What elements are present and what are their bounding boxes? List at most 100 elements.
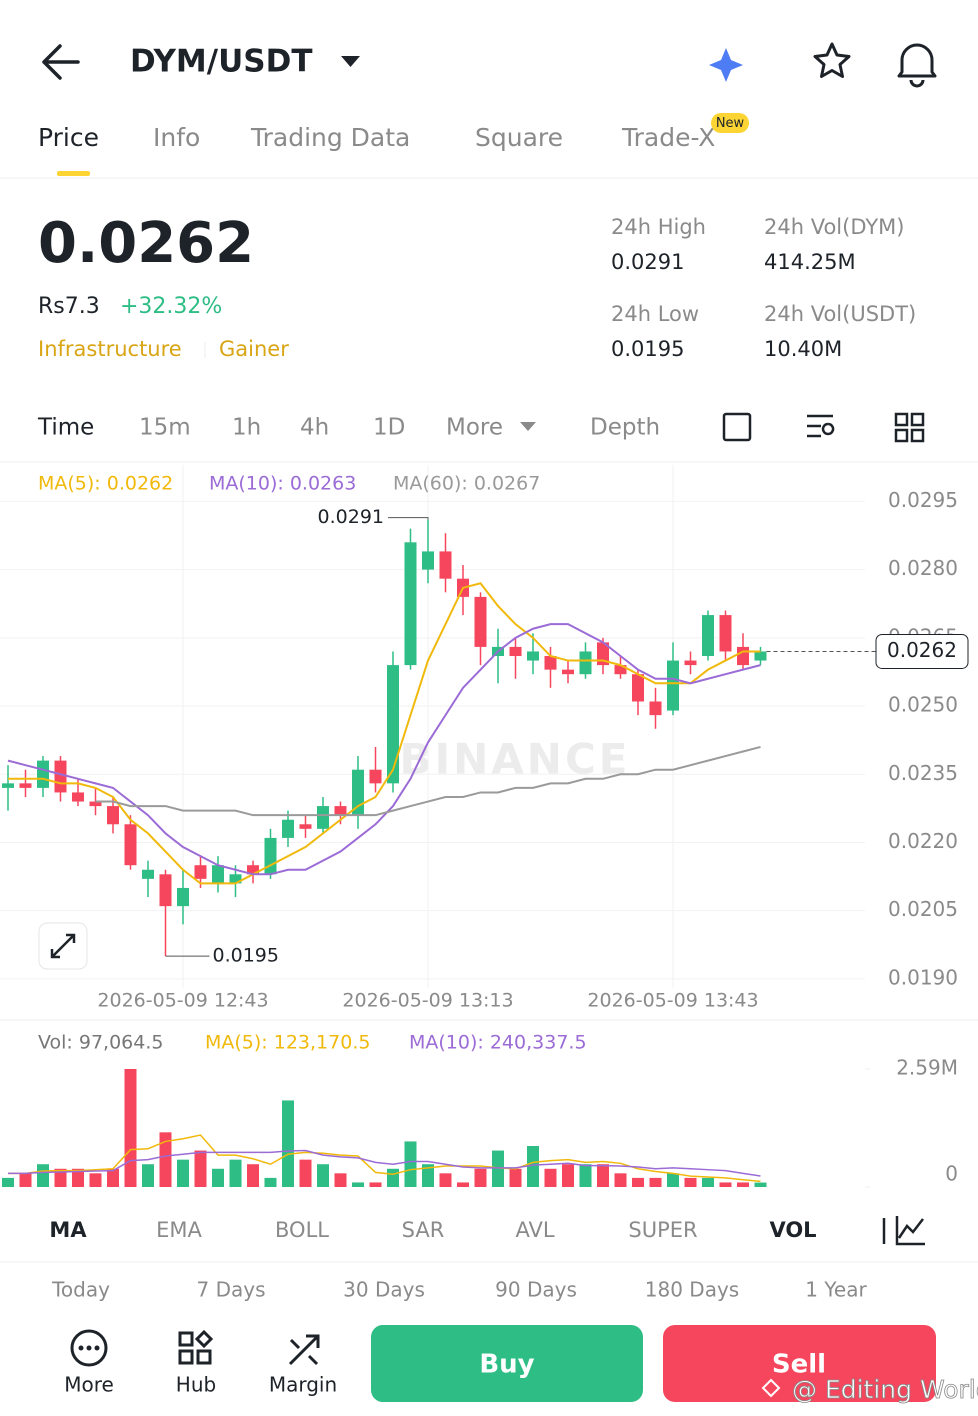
interval[interactable]: 4h xyxy=(300,415,329,441)
stat-value: 10.40M xyxy=(764,337,842,361)
volume-bar xyxy=(527,1145,539,1187)
volume-bar xyxy=(229,1159,242,1187)
period[interactable]: 180 Days xyxy=(645,1278,739,1302)
candle-body xyxy=(544,656,557,670)
fullscreen-icon[interactable] xyxy=(722,412,752,442)
volume-bar xyxy=(702,1177,714,1187)
ma-line xyxy=(95,745,761,817)
volume-bar xyxy=(387,1168,399,1187)
ma-line xyxy=(7,623,761,876)
candle-body xyxy=(684,660,697,666)
y-tick-label: 0.0295 xyxy=(888,488,958,512)
favorite-icon[interactable] xyxy=(813,42,851,78)
chart-tools xyxy=(722,412,925,443)
volume-bar xyxy=(264,1177,277,1187)
hub-icon[interactable] xyxy=(178,1329,214,1365)
tag[interactable]: Gainer xyxy=(219,337,289,361)
candle-body xyxy=(632,674,644,702)
x-tick-label: 2026-05-09 13:43 xyxy=(587,990,758,1012)
candle-body xyxy=(282,819,294,838)
candle-body xyxy=(89,801,102,807)
candle-body xyxy=(107,806,119,825)
more-icon[interactable] xyxy=(70,1329,108,1367)
period[interactable]: 30 Days xyxy=(343,1278,425,1302)
volume-bar xyxy=(194,1150,207,1187)
pair-dropdown[interactable] xyxy=(341,56,360,67)
alert-icon[interactable] xyxy=(897,43,937,88)
tab[interactable]: Trade-X xyxy=(621,123,715,152)
y-tick-label: 0.0235 xyxy=(888,761,958,785)
y-tick-label: 0 xyxy=(945,1162,958,1186)
indicator[interactable]: VOL xyxy=(769,1218,816,1242)
candle-body xyxy=(737,646,749,666)
indicator[interactable]: MA xyxy=(49,1218,87,1242)
ma-line xyxy=(8,1134,761,1183)
period[interactable]: 1 Year xyxy=(805,1278,867,1302)
interval[interactable]: 1D xyxy=(373,415,405,441)
indicator[interactable]: SAR xyxy=(402,1218,445,1242)
sell-label[interactable]: Sell xyxy=(772,1350,826,1380)
indicator-settings[interactable] xyxy=(882,1216,925,1246)
high-marker xyxy=(388,517,429,520)
tab[interactable]: Square xyxy=(475,123,563,152)
candle-body xyxy=(334,806,347,816)
layout-icon[interactable] xyxy=(894,412,925,443)
interval[interactable]: 15m xyxy=(139,415,191,441)
kline-chart: 0.02950.02800.02650.02500.02350.02200.02… xyxy=(0,465,969,1188)
sell-button[interactable] xyxy=(663,1325,936,1402)
candle-body xyxy=(719,615,732,652)
low-label: 0.0195 xyxy=(213,945,279,967)
volume-bar xyxy=(317,1164,329,1187)
indicator[interactable]: SUPER xyxy=(628,1218,697,1242)
settings-icon[interactable] xyxy=(807,414,835,438)
more-dropdown[interactable] xyxy=(520,422,536,431)
candle-body xyxy=(702,615,714,657)
tag[interactable]: Infrastructure xyxy=(38,337,182,361)
volume-bar xyxy=(737,1182,749,1187)
buy-button[interactable] xyxy=(371,1325,643,1402)
ai-icon[interactable] xyxy=(709,48,743,82)
volume-bar xyxy=(334,1173,347,1187)
volume-bar xyxy=(124,1069,137,1187)
interval[interactable]: 1h xyxy=(232,415,261,441)
volume-bar xyxy=(719,1182,732,1187)
action-label[interactable]: Hub xyxy=(176,1373,216,1397)
tab[interactable]: Info xyxy=(153,123,200,152)
candle-body xyxy=(299,824,312,829)
margin-icon[interactable] xyxy=(288,1334,320,1366)
candle-body xyxy=(597,642,609,666)
tab[interactable]: Trading Data xyxy=(250,123,410,152)
interval[interactable]: Time xyxy=(37,415,94,441)
volume-bar xyxy=(457,1182,469,1187)
action-label[interactable]: Margin xyxy=(269,1373,337,1397)
action-label[interactable]: More xyxy=(64,1373,114,1397)
volume-bar xyxy=(212,1168,224,1187)
candle-body xyxy=(2,783,14,788)
stat-label: 24h Vol(DYM) xyxy=(764,215,904,239)
volume-bar xyxy=(72,1168,84,1187)
indicator[interactable]: AVL xyxy=(515,1218,554,1242)
candle-body xyxy=(422,551,434,570)
y-tick-label: 2.59M xyxy=(896,1056,958,1080)
tab[interactable]: Price xyxy=(38,123,99,152)
indicator[interactable]: EMA xyxy=(156,1218,202,1242)
dot xyxy=(78,1345,84,1351)
pair-title[interactable]: DYM/USDT xyxy=(130,44,312,80)
ma-line xyxy=(8,582,761,885)
indicator[interactable]: BOLL xyxy=(275,1218,329,1242)
interval[interactable]: More xyxy=(446,415,503,441)
candle-body xyxy=(439,551,452,579)
buy-label[interactable]: Buy xyxy=(479,1350,534,1380)
period[interactable]: Today xyxy=(51,1278,110,1302)
period[interactable]: 90 Days xyxy=(495,1278,577,1302)
back-button[interactable] xyxy=(42,44,80,80)
volume-bar xyxy=(369,1182,382,1187)
volume-bar xyxy=(754,1182,767,1187)
interval[interactable]: Depth xyxy=(590,415,660,441)
candle-body xyxy=(72,792,84,802)
period[interactable]: 7 Days xyxy=(197,1278,266,1302)
volume-bar xyxy=(352,1182,364,1187)
candle-body xyxy=(212,865,224,884)
